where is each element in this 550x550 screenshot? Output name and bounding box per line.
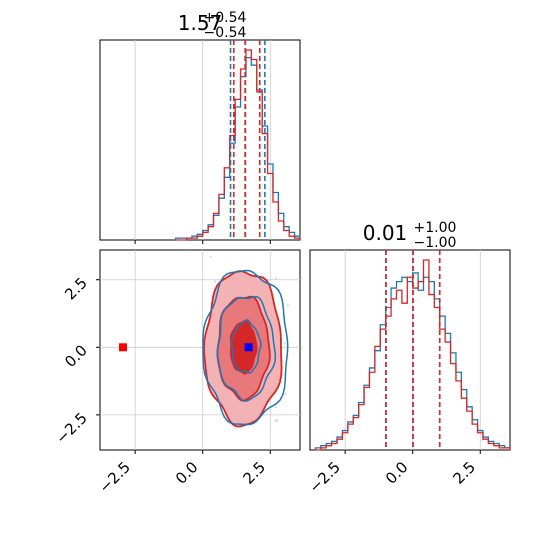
title-top-left: 1.57 [178,11,223,35]
title-bottom-right: 0.01 [363,221,408,245]
scatter-point [275,418,278,422]
marginal-histogram-x [99,39,301,244]
scatter-point [286,304,290,307]
contour-outline-level [202,269,289,426]
x-tick-label: 2.5 [239,458,269,488]
truth-marker [118,343,127,352]
contour-filled-level [229,319,258,375]
scatter-point [283,342,286,345]
y-tick-label: −2.5 [52,409,90,447]
histogram-step [175,49,301,241]
scatter-point [236,243,238,245]
contour-outline-level [230,319,262,374]
y-tick-label: 2.5 [61,274,91,304]
y-tick-label: 0.0 [61,341,91,371]
scatter-point [209,255,212,258]
scatter-point [199,455,201,457]
title-bottom-right-plus: +1.00 [414,220,457,236]
title-top-left-minus: −0.54 [204,25,247,41]
scatter-point [274,406,277,409]
joint-contour-panel: −2.5 0.0 2.5 −2.5 0.0 2.5 [52,243,301,497]
marginal-histogram-y: −2.5 0.0 2.5 [305,249,511,497]
scatter-point [284,392,287,395]
x-tick-label: −2.5 [95,458,133,496]
truth-marker [244,343,253,352]
contour-outline-level [216,295,277,402]
scatter-point [214,280,217,283]
scatter-point [274,277,277,280]
x-tick-label: 0.0 [382,458,412,488]
x-tick-label: −2.5 [305,458,343,496]
x-tick-label: 0.0 [172,458,202,488]
title-bottom-right-minus: −1.00 [414,235,457,251]
x-tick-label: 2.5 [449,458,479,488]
axes-frame-bottom-right [309,249,511,451]
title-top-left-plus: +0.54 [204,10,247,26]
axes-frame-top-left [99,39,301,241]
